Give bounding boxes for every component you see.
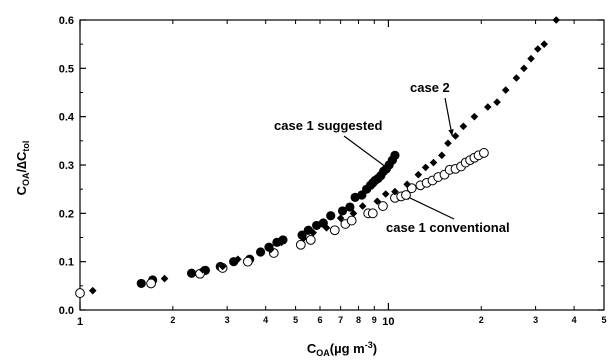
data-point-filled-diamond	[198, 266, 207, 274]
data-point-filled-diamond	[299, 234, 308, 243]
data-point-filled-diamond	[373, 197, 382, 206]
x-axis-title: COA(µg m-3)	[307, 340, 377, 358]
data-point-filled-diamond	[309, 228, 317, 237]
data-point-filled-circle	[390, 150, 400, 160]
data-point-filled-diamond	[414, 170, 423, 179]
x-minor-tick-label: 3	[533, 315, 538, 325]
data-point-filled-diamond	[391, 187, 399, 196]
data-point-filled-diamond	[234, 255, 242, 264]
data-point-filled-diamond	[484, 103, 492, 111]
data-point-filled-circle	[337, 206, 348, 216]
data-point-filled-diamond	[277, 238, 286, 247]
data-point-filled-circle	[136, 278, 146, 289]
x-minor-tick-label: 2	[170, 315, 175, 325]
data-point-filled-diamond	[336, 214, 345, 222]
data-point-filled-diamond	[358, 202, 367, 210]
y-tick-label: 0.2	[59, 208, 74, 220]
data-point-filled-diamond	[403, 180, 411, 189]
data-point-filled-diamond	[266, 245, 275, 254]
data-point-open-circle	[479, 148, 489, 158]
annotation-arrow-line	[403, 194, 455, 220]
data-point-open-circle	[75, 288, 85, 298]
annotation-case-2: case 2	[410, 80, 450, 95]
data-point-open-circle	[295, 239, 306, 250]
data-point-open-circle	[367, 208, 378, 219]
x-minor-tick-label: 5	[293, 315, 298, 325]
data-point-filled-diamond	[512, 74, 521, 82]
data-point-filled-diamond	[381, 190, 390, 198]
plot-area: 0.0 0.1 0.2 0.3 0.4 0.5 0.6 1 10 2 3 4 5 6 7 8 9 2 3 4 5	[59, 15, 607, 328]
data-point-filled-diamond	[451, 132, 460, 140]
x-minor-tick-label: 4	[263, 315, 268, 325]
data-point-filled-diamond	[322, 224, 331, 232]
data-point-filled-diamond	[540, 40, 549, 48]
data-point-open-circle	[305, 235, 316, 245]
x-major-tick-label: 1	[77, 316, 83, 328]
data-point-filled-diamond	[520, 64, 528, 73]
y-tick-label: 0.3	[59, 160, 74, 172]
data-point-filled-diamond	[459, 122, 468, 131]
x-minor-tick-label: 5	[601, 315, 606, 325]
data-point-filled-diamond	[527, 54, 535, 63]
plot-frame	[79, 19, 605, 311]
data-point-filled-diamond	[438, 151, 446, 160]
y-tick-label: 0.0	[59, 305, 74, 317]
data-point-filled-diamond	[218, 262, 227, 271]
data-point-open-circle	[378, 201, 388, 211]
annotation-case-1-conventional: case 1 conventional	[386, 220, 510, 235]
data-point-open-circle	[146, 278, 156, 289]
x-minor-tick-label: 2	[479, 315, 484, 325]
data-point-filled-diamond	[160, 274, 169, 283]
annotation-arrowhead	[448, 129, 454, 136]
x-minor-tick-label: 7	[338, 315, 343, 325]
y-tick-label: 0.4	[59, 112, 75, 124]
data-point-open-circle	[346, 215, 357, 226]
x-minor-tick-label: 3	[225, 315, 230, 325]
x-minor-tick-label: 4	[572, 315, 577, 325]
data-point-filled-diamond	[533, 45, 542, 53]
x-minor-tick-label: 9	[372, 315, 377, 325]
y-axis-title: COA/∆Ctol	[14, 141, 31, 196]
annotation-case-1-suggested: case 1 suggested	[274, 118, 382, 133]
y-tick-label: 0.5	[59, 63, 74, 75]
data-point-filled-circle	[186, 268, 197, 278]
x-minor-tick-label: 6	[317, 315, 322, 325]
data-point-filled-diamond	[429, 158, 438, 167]
annotation-arrow-line	[343, 135, 391, 171]
x-minor-tick-label: 8	[356, 315, 361, 325]
data-point-open-circle	[401, 190, 411, 200]
data-point-open-circle	[406, 183, 417, 194]
data-point-filled-diamond	[444, 139, 452, 148]
data-point-open-circle	[329, 225, 340, 236]
data-point-filled-diamond	[501, 86, 510, 94]
data-point-filled-diamond	[421, 163, 430, 172]
data-point-filled-circle	[345, 202, 355, 212]
data-point-filled-circle	[255, 247, 266, 257]
data-point-filled-diamond	[88, 286, 97, 295]
data-point-filled-diamond	[349, 209, 358, 218]
y-tick-label: 0.6	[59, 15, 74, 27]
data-point-filled-diamond	[552, 16, 561, 24]
y-tick-label: 0.1	[59, 257, 74, 269]
data-point-open-circle	[242, 256, 253, 267]
x-major-tick-label: 10	[382, 316, 394, 328]
data-point-filled-diamond	[470, 112, 479, 121]
data-point-filled-circle	[326, 211, 336, 221]
data-point-filled-diamond	[493, 98, 501, 106]
